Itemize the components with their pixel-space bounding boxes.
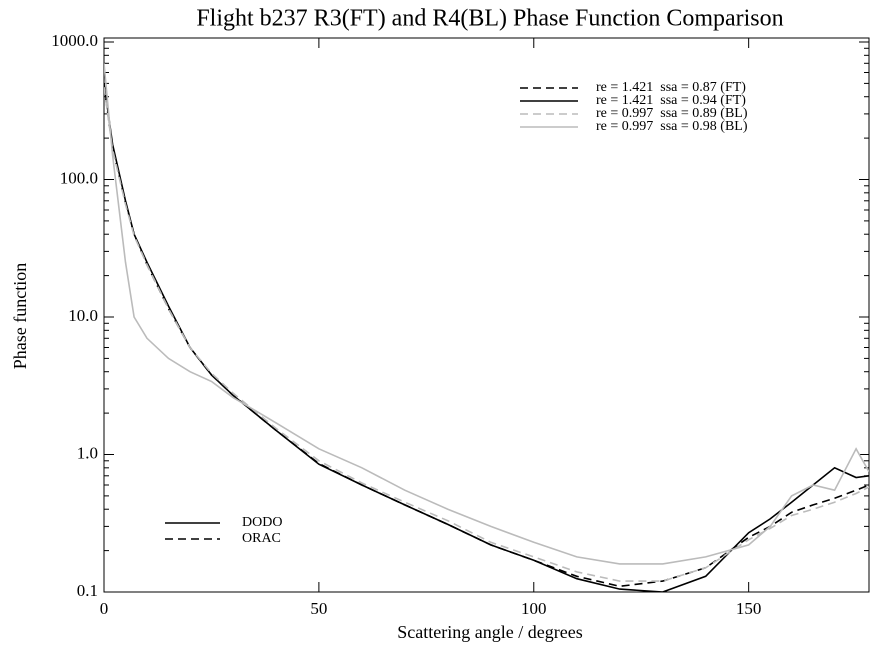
x-tick-label: 50	[310, 599, 327, 618]
series-line	[104, 85, 869, 588]
legend-label: re = 0.997 ssa = 0.98 (BL)	[596, 119, 748, 134]
y-tick-label: 0.1	[77, 581, 98, 600]
style-legend-label: DODO	[242, 515, 282, 530]
plot-frame	[103, 37, 870, 593]
y-axis-label: Phase function	[10, 263, 30, 369]
x-tick-label: 100	[521, 599, 547, 618]
series-line	[104, 83, 869, 592]
series-line	[104, 63, 869, 565]
y-tick-label: 100.0	[60, 168, 98, 187]
legend-label: re = 1.421 ssa = 0.94 (FT)	[596, 93, 746, 108]
style-legend-label: ORAC	[242, 531, 281, 546]
x-tick-label: 150	[736, 599, 762, 618]
y-tick-label: 1.0	[77, 443, 98, 462]
y-tick-label: 10.0	[68, 306, 98, 325]
series-line	[104, 86, 869, 582]
x-tick-label: 0	[100, 599, 109, 618]
legend-label: re = 1.421 ssa = 0.87 (FT)	[596, 80, 746, 95]
legend-label: re = 0.997 ssa = 0.89 (BL)	[596, 106, 748, 121]
y-tick-label: 1000.0	[51, 31, 98, 50]
x-axis-label: Scattering angle / degrees	[397, 622, 582, 642]
chart-title: Flight b237 R3(FT) and R4(BL) Phase Func…	[196, 6, 783, 32]
